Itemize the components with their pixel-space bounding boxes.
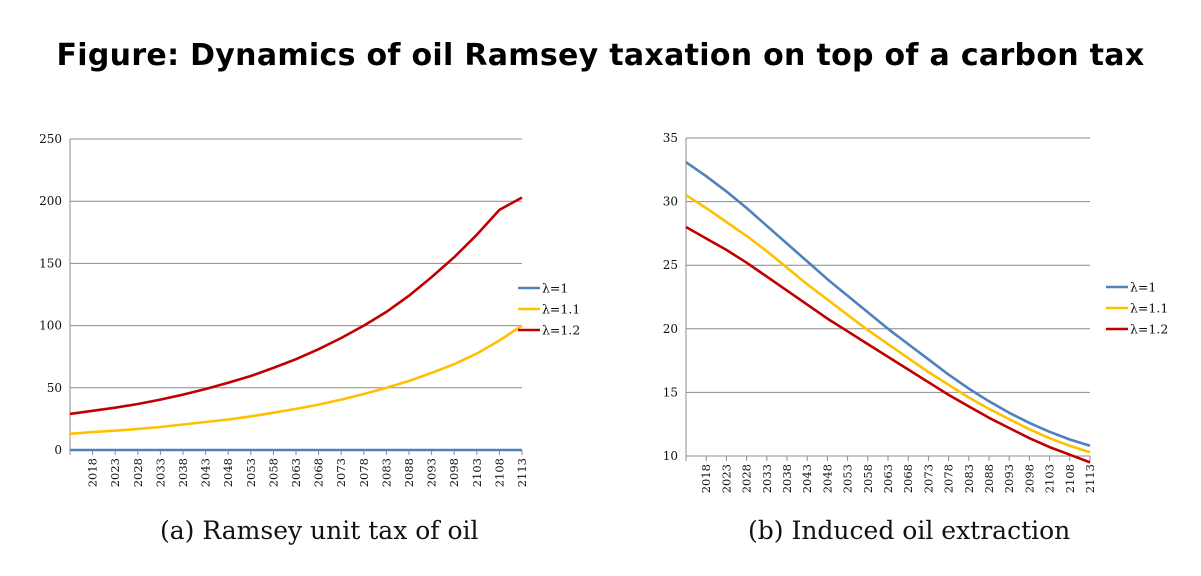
chart-a-x-tick-label: 2103 [470, 458, 484, 487]
chart-b-y-tick-label: 10 [663, 449, 678, 463]
chart-a-y-tick-label: 100 [39, 319, 62, 333]
chart-b-series-line-2 [685, 225, 1091, 464]
chart-b-x-tick-label: 2018 [699, 464, 713, 493]
chart-a-x-tick-label: 2083 [379, 458, 393, 487]
chart-b-legend-label-1: λ=1.1 [1130, 301, 1168, 316]
chart-panel-b: 10 15 20 25 30 35 2018 2023 2028 2033 2038 2043 2048… [610, 120, 1201, 570]
chart-a-x-tick-label: 2088 [402, 458, 416, 487]
chart-a-series-line-2 [69, 196, 523, 416]
chart-b-x-tick-label: 2048 [820, 464, 834, 493]
chart-b-y-tick-label: 20 [663, 322, 678, 336]
chart-b-x-tick-label: 2073 [921, 464, 935, 493]
chart-a-x-tick-label: 2043 [199, 458, 213, 487]
chart-a-x-tick-label: 2068 [312, 458, 326, 487]
chart-a-x-tick-label: 2058 [266, 458, 280, 487]
chart-a-x-tick-label: 2108 [492, 458, 506, 487]
chart-a-x-tick-label: 2053 [244, 458, 258, 487]
chart-b-series-line-0 [685, 161, 1091, 448]
chart-b-x-tick-label: 2078 [942, 464, 956, 493]
chart-a-x-tick-label: 2073 [334, 458, 348, 487]
figure-title: Figure: Dynamics of oil Ramsey taxation … [56, 38, 1145, 73]
chart-a-x-tick-label: 2048 [221, 458, 235, 487]
chart-b-x-tick-label: 2093 [1002, 464, 1016, 493]
chart-b-x-tick-label: 2058 [861, 464, 875, 493]
chart-a-legend-label-2: λ=1.2 [542, 323, 580, 338]
chart-a-y-tick-label: 250 [39, 132, 62, 146]
chart-a-x-tick-label: 2023 [108, 458, 122, 487]
chart-a-x-tick-label: 2093 [425, 458, 439, 487]
chart-b-x-tick-label: 2023 [719, 464, 733, 493]
chart-b-y-tick-label: 15 [663, 385, 678, 399]
chart-a-y-tick-label: 0 [54, 443, 62, 457]
chart-a-x-tick-label: 2078 [357, 458, 371, 487]
chart-a-y-tick-label: 150 [39, 256, 62, 270]
chart-b-y-tick-label: 30 [663, 195, 678, 209]
chart-b-x-tick-label: 2108 [1063, 464, 1077, 493]
chart-b-x-tick-label: 2028 [740, 464, 754, 493]
chart-a-y-tick-label: 50 [47, 381, 62, 395]
chart-panel-a: 0 50 100 150 200 250 2018 2023 2028 2033 2038 2043 2… [0, 120, 610, 570]
chart-b-x-tick-label: 2083 [962, 464, 976, 493]
chart-a-series-line-1 [69, 324, 523, 436]
chart-a-x-tick-label: 2098 [447, 458, 461, 487]
chart-b-legend-label-2: λ=1.2 [1130, 322, 1168, 337]
chart-a-x-tick-label: 2033 [153, 458, 167, 487]
chart-b-x-tick-label: 2038 [780, 464, 794, 493]
chart-a-caption: (a) Ramsey unit tax of oil [160, 516, 479, 545]
chart-b-x-tick-label: 2103 [1043, 464, 1057, 493]
chart-b-x-tick-label: 2098 [1022, 464, 1036, 493]
chart-b-x-tick-label: 2063 [881, 464, 895, 493]
chart-a-x-tick-label: 2028 [131, 458, 145, 487]
chart-b-caption: (b) Induced oil extraction [748, 516, 1071, 545]
chart-a-legend-label-0: λ=1 [542, 281, 568, 296]
chart-a-x-tick-label: 2063 [289, 458, 303, 487]
chart-b-y-tick-label: 35 [663, 131, 678, 145]
chart-b-svg: 10 15 20 25 30 35 2018 2023 2028 2033 2038 2043 2048… [663, 131, 1169, 493]
chart-b-series-line-1 [685, 194, 1091, 454]
chart-b-x-tick-label: 2088 [982, 464, 996, 493]
chart-b-x-tick-label: 2033 [760, 464, 774, 493]
chart-a-legend-label-1: λ=1.1 [542, 302, 580, 317]
chart-b-x-tick-label: 2113 [1083, 464, 1097, 493]
chart-b-x-tick-label: 2053 [841, 464, 855, 493]
chart-b-x-tick-label: 2068 [901, 464, 915, 493]
chart-a-y-tick-label: 200 [39, 194, 62, 208]
chart-a-svg: 0 50 100 150 200 250 2018 2023 2028 2033 2038 2043 2… [39, 132, 580, 487]
chart-b-legend-label-0: λ=1 [1130, 280, 1156, 295]
chart-b-x-tick-label: 2043 [800, 464, 814, 493]
chart-b-y-tick-label: 25 [663, 258, 678, 272]
chart-a-x-tick-label: 2018 [86, 458, 100, 487]
chart-a-x-tick-label: 2113 [515, 458, 529, 487]
chart-a-x-tick-label: 2038 [176, 458, 190, 487]
